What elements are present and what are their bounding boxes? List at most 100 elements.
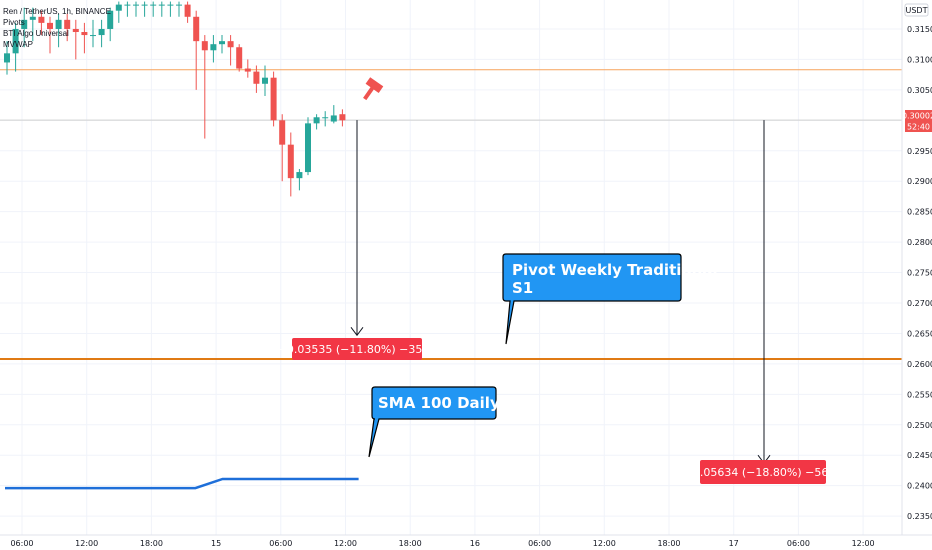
measure-label-1[interactable] — [292, 338, 422, 360]
x-tick-11: 17 — [729, 539, 739, 548]
x-tick-6: 18:00 — [399, 539, 422, 548]
sma-line — [5, 477, 359, 490]
candle-body-15 — [133, 4, 139, 6]
candle-body-12 — [107, 10, 114, 29]
measure-text-1: −0.03535 (−11.80%) −3535 — [278, 343, 437, 356]
y-tick-14: 0.24500 — [907, 451, 932, 460]
candle-body-20 — [176, 4, 182, 6]
y-tick-0: 0.31500 — [907, 25, 932, 34]
candle-body-16 — [141, 4, 148, 6]
candles — [4, 1, 346, 197]
y-tick-7: 0.28000 — [907, 238, 932, 247]
candle-body-39 — [339, 114, 346, 121]
candle-body-38 — [330, 115, 337, 122]
candle-body-21 — [184, 4, 191, 17]
currency-label: USDT — [906, 6, 928, 15]
candle-body-33 — [287, 144, 294, 179]
candle-body-23 — [201, 41, 208, 51]
chart-legend: Ren / TetherUS, 1h, BINANCE Pivots BTI A… — [3, 6, 111, 50]
y-tick-4: 0.29500 — [907, 147, 932, 156]
sma-callout-text: SMA 100 Daily — [378, 394, 500, 412]
candle-body-37 — [322, 117, 329, 119]
x-tick-7: 16 — [470, 539, 480, 548]
y-tick-9: 0.27000 — [907, 299, 932, 308]
candle-body-29 — [253, 71, 260, 84]
candle-body-36 — [313, 117, 320, 124]
x-tick-1: 12:00 — [75, 539, 98, 548]
y-tick-6: 0.28500 — [907, 208, 932, 217]
indicator-mvwap[interactable]: MVWAP — [3, 40, 33, 49]
candle-body-32 — [279, 120, 286, 145]
candle-body-6 — [55, 19, 62, 29]
price-scale[interactable] — [902, 0, 932, 535]
x-tick-4: 06:00 — [269, 539, 292, 548]
countdown-badge — [905, 121, 932, 132]
candle-body-7 — [64, 19, 71, 29]
x-tick-5: 12:00 — [334, 539, 357, 548]
candle-body-18 — [158, 4, 165, 6]
current-price-label: 0.30002 — [902, 112, 932, 121]
sma-callout[interactable] — [368, 386, 497, 458]
price-ticks: 0.315000.310000.305000.300000.295000.290… — [907, 25, 932, 521]
drawings[interactable] — [350, 77, 771, 464]
x-tick-2: 18:00 — [140, 539, 163, 548]
y-tick-2: 0.30500 — [907, 86, 932, 95]
x-tick-10: 18:00 — [657, 539, 680, 548]
y-tick-8: 0.27500 — [907, 269, 932, 278]
hammer-handle — [363, 86, 375, 101]
indicator-bti[interactable]: BTI Algo Universal — [3, 29, 69, 38]
x-tick-0: 06:00 — [10, 539, 33, 548]
y-tick-5: 0.29000 — [907, 177, 932, 186]
measure-label-2[interactable] — [700, 460, 826, 484]
pivot-callout-line2: S1 — [512, 279, 533, 297]
y-tick-10: 0.26500 — [907, 329, 932, 338]
x-tick-9: 12:00 — [593, 539, 616, 548]
candle-body-13 — [115, 4, 122, 11]
candle-body-8 — [72, 28, 79, 33]
candle-body-14 — [124, 4, 131, 6]
sma-100-daily — [5, 477, 359, 490]
candle-body-11 — [98, 28, 105, 36]
y-tick-16: 0.23500 — [907, 512, 932, 521]
candle-body-5 — [47, 22, 53, 29]
hammer-signal-icon — [363, 77, 384, 101]
currency-badge[interactable] — [904, 3, 929, 17]
y-tick-1: 0.31000 — [907, 55, 932, 64]
y-tick-12: 0.25500 — [907, 390, 932, 399]
pivot-callout[interactable] — [502, 253, 682, 345]
indicator-pivots[interactable]: Pivots — [3, 18, 25, 27]
candle-body-34 — [296, 172, 303, 179]
x-tick-12: 06:00 — [787, 539, 810, 548]
symbol-title[interactable]: Ren / TetherUS, 1h, BINANCE — [3, 7, 111, 16]
candle-body-2 — [21, 19, 28, 29]
levels — [0, 69, 902, 361]
time-ticks: 06:00 12:00 18:00 15 06:00 12:00 18:00 16 06:00 1… — [10, 539, 874, 548]
candle-body-19 — [167, 4, 174, 6]
hammer-head — [365, 77, 384, 93]
candle-body-17 — [150, 4, 157, 6]
candle-body-3 — [29, 16, 36, 20]
candle-body-24 — [210, 44, 217, 51]
candle-body-22 — [193, 16, 200, 42]
countdown-label: 52:40 — [907, 123, 930, 132]
candle-body-1 — [12, 28, 19, 54]
y-tick-15: 0.24000 — [907, 482, 932, 491]
pivot-callout-line1: Pivot Weekly Traditional — [512, 261, 718, 279]
measure-arrowhead-1 — [350, 326, 364, 337]
current-price-badge — [905, 110, 932, 121]
candle-body-30 — [262, 77, 268, 84]
candle-body-28 — [244, 68, 251, 72]
y-tick-11: 0.26000 — [907, 360, 932, 369]
candle-body-25 — [219, 41, 225, 45]
measure-text-2: −0.05634 (−18.80%) −5634 — [684, 466, 843, 479]
y-tick-13: 0.25000 — [907, 421, 932, 430]
x-tick-8: 06:00 — [528, 539, 551, 548]
grid — [0, 0, 902, 535]
candle-body-31 — [270, 77, 277, 121]
candle-body-35 — [305, 123, 311, 173]
candle-body-4 — [38, 16, 45, 23]
candle-body-0 — [4, 53, 10, 63]
candle-body-26 — [227, 41, 234, 48]
candle-body-9 — [81, 32, 88, 36]
